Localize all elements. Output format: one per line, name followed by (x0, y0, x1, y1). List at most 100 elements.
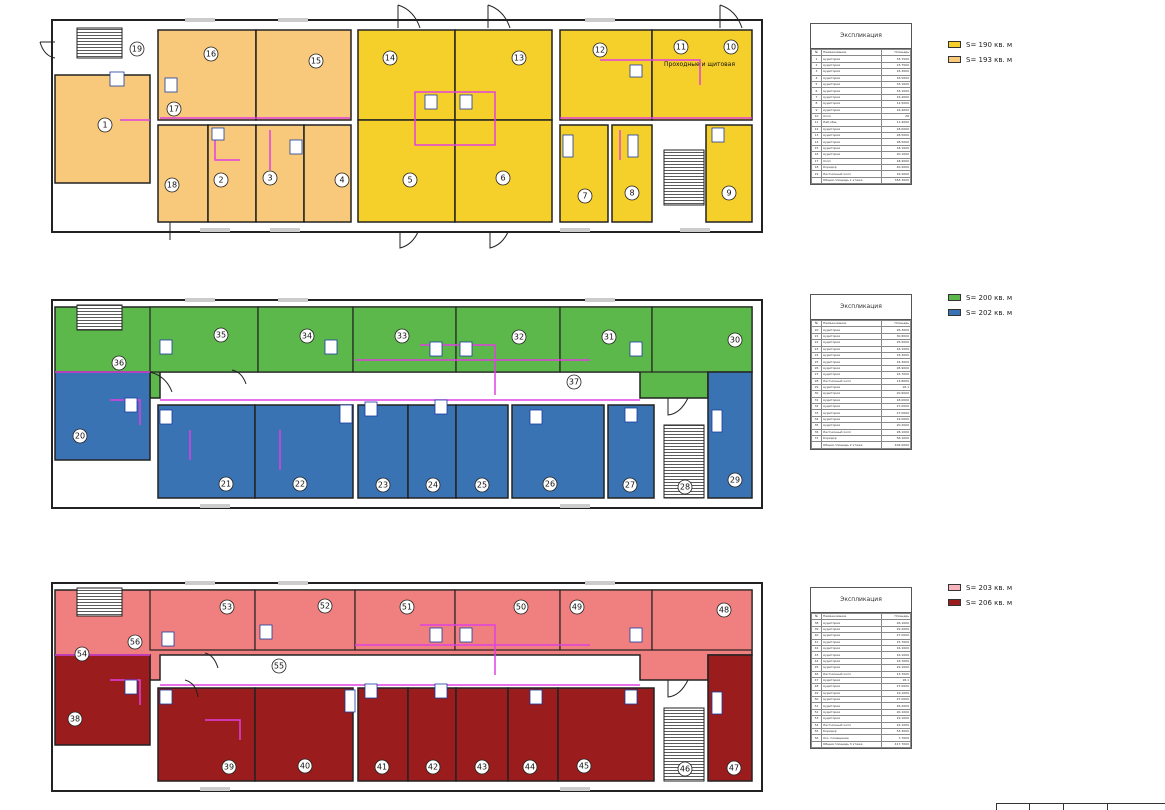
room-number: 23 (378, 481, 388, 490)
room-number: 1 (102, 121, 107, 130)
room-marker (624, 185, 640, 201)
explication-title: Экспликация (811, 24, 911, 49)
floor-3-plan: 38 39 40 41 42 43 44 45 46 47 48 49 50 51 52 53 54 55 56 (51, 581, 763, 792)
table-row: 7 Аудитория 16.4000 (811, 93, 911, 102)
table-row: 31 Аудитория 18.0000 (811, 396, 911, 405)
explication-rows: № Наименование Площадь 20 Аудитория 26.3000 21… (811, 319, 911, 449)
room-marker (164, 177, 180, 193)
room-number: 50 (516, 603, 526, 612)
room-marker (677, 479, 693, 495)
room-number: 49 (572, 603, 582, 612)
table-row: 23 Аудитория 16.1000 (811, 345, 911, 353)
explication-table-floor-1: Экспликация № Наименование Площадь 1 Аудитор… (810, 23, 912, 186)
table-row: 4 Аудитория 16.5000 (811, 74, 911, 82)
room-number: 42 (428, 763, 438, 772)
table-row: Общая площадь 1 этажа 383.3000 (811, 176, 911, 185)
room-marker (716, 602, 732, 618)
room-labels-floor-3: 38 39 40 41 42 43 44 45 46 47 48 49 50 51 52 53 54 55 56 (67, 598, 742, 777)
room-number: 47 (729, 764, 739, 773)
legend-item: S= 206 кв. м (948, 595, 1012, 610)
table-cell: 402.0000 (881, 441, 911, 449)
legend-swatch (948, 599, 961, 606)
table-cell: 23.7500 (881, 61, 911, 70)
room-marker (271, 658, 287, 674)
room-number: 11 (676, 43, 686, 52)
room-number: 29 (730, 476, 740, 485)
room-marker (297, 758, 313, 774)
legend-swatch (948, 294, 961, 301)
table-row: № Наименование Площадь (811, 319, 911, 328)
legend-item: S= 203 кв. м (948, 580, 1012, 595)
table-row: 30 Аудитория 20.6000 (811, 390, 911, 398)
room-marker (425, 477, 441, 493)
room-number: 56 (130, 638, 140, 647)
room-number: 33 (397, 332, 407, 341)
room-marker (218, 476, 234, 492)
room-number: 7 (582, 192, 587, 201)
table-cell: 383.3000 (881, 176, 911, 185)
room-number: 30 (730, 336, 740, 345)
room-number: 55 (274, 662, 284, 671)
room-number: 10 (726, 43, 736, 52)
table-row: 22 Аудитория 25.5000 (811, 339, 911, 347)
legend-item: S= 190 кв. м (948, 37, 1012, 52)
table-row: 25 Аудитория 16.3000 (811, 358, 911, 366)
room-number: 35 (216, 331, 226, 340)
room-marker (495, 170, 511, 186)
room-number: 37 (569, 378, 579, 387)
stair (76, 587, 123, 617)
room-fill (707, 654, 753, 782)
stair (76, 27, 123, 59)
room-number: 15 (311, 57, 321, 66)
room-marker (97, 117, 113, 133)
room-marker (673, 39, 689, 55)
room-marker (203, 46, 219, 62)
room-number: 38 (70, 715, 80, 724)
room-marker (221, 759, 237, 775)
room-marker (219, 599, 235, 615)
room-marker (127, 634, 143, 650)
room-marker (166, 101, 182, 117)
table-cell: Общая площадь 2 этажа (821, 441, 882, 449)
table-row: 5 Аудитория 33.1000 (811, 80, 911, 89)
stair (663, 149, 705, 206)
room-number: 16 (206, 50, 216, 59)
table-row: 27 Аудитория 16.7000 (811, 371, 911, 379)
table-row: 10 Холл 28 (811, 112, 911, 121)
legend-label: S= 206 кв. м (966, 598, 1013, 607)
room-number: 24 (428, 481, 438, 490)
area-legend-floor-1: S= 190 кв. м S= 193 кв. м (948, 37, 1012, 67)
room-marker (262, 170, 278, 186)
table-cell: Общая площадь 1 этажа (821, 176, 882, 185)
room-marker (334, 172, 350, 188)
table-row: 32 Аудитория 27.0000 (811, 403, 911, 411)
room-number: 51 (402, 603, 412, 612)
room-marker (677, 761, 693, 777)
table-cell: 16.1000 (881, 345, 911, 353)
room-number: 45 (579, 762, 589, 771)
table-cell: 16.3000 (881, 358, 911, 366)
table-cell: 28 (881, 112, 911, 121)
room-number: 27 (625, 481, 635, 490)
room-marker (375, 477, 391, 493)
room-number: 54 (77, 650, 87, 659)
table-cell: 18.0000 (881, 396, 911, 405)
room-marker (727, 472, 743, 488)
table-cell: 33.1000 (881, 80, 911, 89)
room-number: 48 (719, 606, 729, 615)
floor-1-plan: Проходные и щитовая 12 3 4 5 67 8 910111213141… (39, 4, 763, 249)
table-cell: 20.2000 (881, 422, 911, 430)
room-marker (726, 760, 742, 776)
table-cell: 18.1 (881, 383, 911, 392)
table-cell: 28.1000 (881, 428, 911, 437)
table-cell: 11.4000 (881, 119, 911, 127)
legend-item: S= 193 кв. м (948, 52, 1012, 67)
table-row: 11 Лаб.общ 11.4000 (811, 119, 911, 127)
explication-table-floor-3: Экспликация № Наименование Площадь 38 Аудито… (810, 587, 912, 750)
legend-swatch (948, 41, 961, 48)
room-number: 41 (377, 763, 387, 772)
table-cell: 20.6000 (881, 390, 911, 398)
room-fill (54, 654, 151, 746)
room-marker (569, 599, 585, 615)
